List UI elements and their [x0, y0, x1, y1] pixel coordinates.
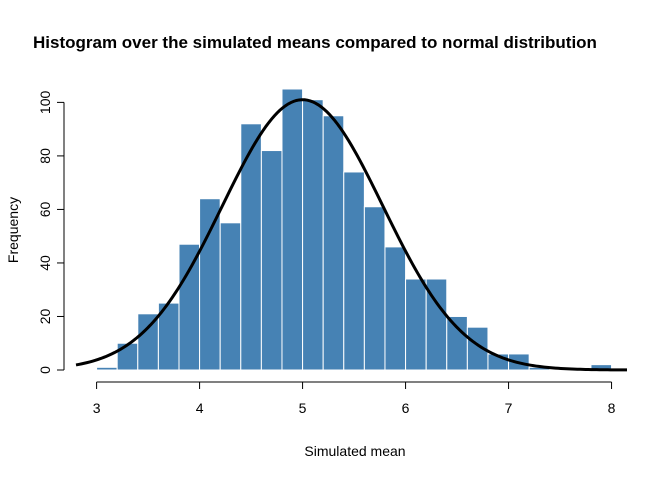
histogram-bar-0	[96, 366, 118, 371]
x-tick-label: 3	[93, 400, 101, 416]
y-tick-label: 0	[37, 366, 53, 374]
x-axis-label: Simulated mean	[304, 443, 405, 459]
x-tick-label: 4	[196, 400, 204, 416]
y-axis: 0 20 40 60 80 100	[37, 90, 65, 374]
y-tick-label: 100	[37, 90, 53, 114]
histogram-bar-14	[384, 246, 407, 371]
x-tick-label: 5	[299, 400, 307, 416]
y-tick-label: 20	[37, 308, 53, 324]
y-tick-label: 80	[37, 148, 53, 164]
x-axis: 3 4 5 6 7 8	[93, 381, 616, 416]
histogram-bar-17	[446, 315, 468, 371]
histogram-bar-8	[260, 150, 283, 371]
y-axis-label: Frequency	[5, 197, 21, 263]
histogram-bar-6	[219, 222, 242, 371]
histogram-bar-13	[363, 206, 386, 371]
histogram-bar-18	[466, 326, 489, 371]
histogram-bars	[96, 88, 613, 371]
y-tick-label: 60	[37, 201, 53, 217]
y-tick-label: 40	[37, 255, 53, 271]
histogram-bar-5	[199, 198, 221, 371]
histogram-bar-15	[405, 278, 427, 371]
histogram-bar-1	[116, 342, 139, 371]
histogram-bar-10	[302, 99, 324, 371]
chart-title: Histogram over the simulated means compa…	[33, 33, 597, 52]
x-tick-label: 8	[608, 400, 616, 416]
x-tick-label: 6	[402, 400, 410, 416]
histogram-bar-2	[137, 313, 159, 371]
histogram-bar-11	[322, 115, 345, 371]
histogram-bar-9	[281, 88, 304, 371]
x-tick-label: 7	[505, 400, 513, 416]
histogram-bar-4	[178, 243, 201, 371]
normal-distribution-curve	[75, 98, 628, 372]
histogram-bar-12	[343, 171, 365, 371]
